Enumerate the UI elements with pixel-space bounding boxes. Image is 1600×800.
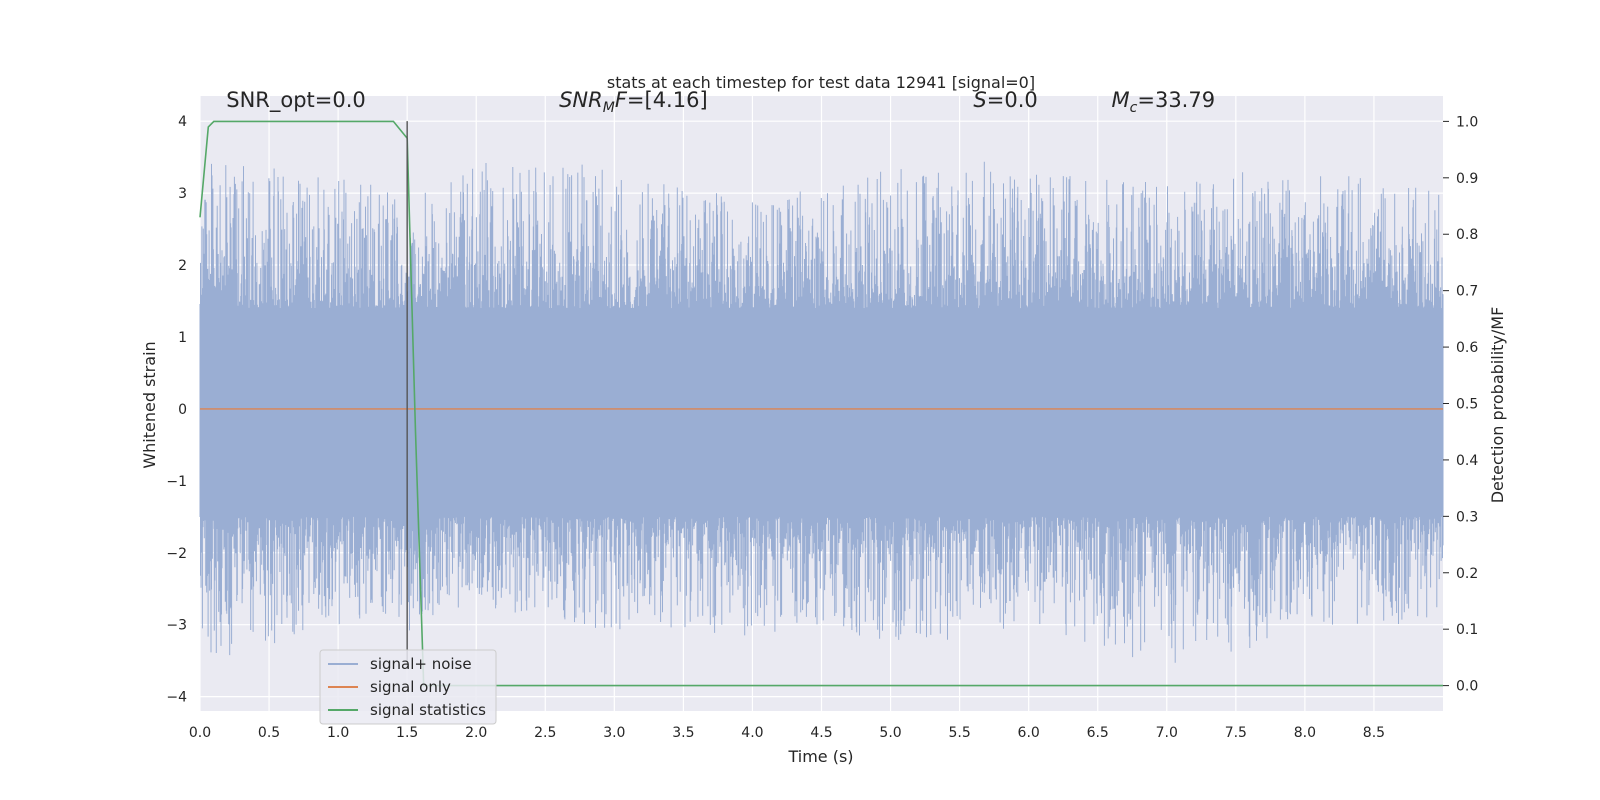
y-right-tick-label: 0.2 — [1456, 566, 1478, 582]
x-axis-label: Time (s) — [787, 747, 853, 766]
y-tick-label: 0 — [178, 402, 187, 418]
y-tick-label: 1 — [178, 330, 187, 346]
legend: signal+ noise signal only signal statistic… — [319, 649, 497, 725]
annotation-text: SNRMF=[4.16] — [559, 88, 708, 116]
y-right-tick-label: 0.4 — [1456, 453, 1478, 469]
y-right-tick-label: 0.5 — [1456, 397, 1478, 413]
y-right-tick-label: 0.6 — [1456, 340, 1478, 356]
x-tick-label: 3.0 — [603, 725, 625, 741]
y-axis-label: Whitened strain — [140, 341, 159, 468]
x-tick-label: 0.5 — [258, 725, 280, 741]
annotation-text: S=0.0 — [973, 88, 1037, 112]
y-right-tick-label: 0.3 — [1456, 509, 1478, 525]
y-right-tick-label: 0.1 — [1456, 622, 1478, 638]
legend-label: signal only — [370, 678, 451, 696]
x-tick-label: 8.0 — [1294, 725, 1316, 741]
x-axis-ticks: 0.0 0.5 1.0 1.5 2.0 2.5 3.0 3.5 4.0 4.5 5.0 5.5 6.0 6… — [189, 725, 1385, 741]
y-axis-ticks: −4 −3 −2 −1 0 1 2 3 4 — [166, 114, 187, 705]
y-tick-label: 4 — [178, 114, 187, 130]
x-tick-label: 6.0 — [1018, 725, 1040, 741]
x-tick-label: 1.5 — [396, 725, 418, 741]
annotations: SNR_opt=0.0 SNRMF=[4.16] S=0.0 Mc=33.79 — [226, 88, 1215, 116]
x-tick-label: 1.0 — [327, 725, 349, 741]
legend-box — [319, 649, 497, 725]
x-tick-label: 2.0 — [465, 725, 487, 741]
signal-statistics-line — [199, 120, 1443, 687]
x-tick-label: 5.5 — [948, 725, 970, 741]
y-right-tick-label: 1.0 — [1456, 114, 1478, 130]
x-tick-label: 3.5 — [672, 725, 694, 741]
y-tick-label: −3 — [166, 618, 187, 634]
y-right-tick-label: 0.0 — [1456, 679, 1478, 695]
x-tick-label: 4.0 — [741, 725, 763, 741]
x-tick-label: 8.5 — [1363, 725, 1385, 741]
chart-title: stats at each timestep for test data 129… — [607, 73, 1035, 92]
y-tick-label: −4 — [166, 690, 187, 706]
signal-noise-line — [199, 161, 1444, 663]
y-right-tick-label: 0.7 — [1456, 284, 1478, 300]
legend-label: signal+ noise — [370, 655, 472, 673]
x-tick-label: 7.0 — [1156, 725, 1178, 741]
y-tick-label: −1 — [166, 474, 187, 490]
y-tick-label: 2 — [178, 258, 187, 274]
y-tick-label: 3 — [178, 186, 187, 202]
x-tick-label: 4.5 — [810, 725, 832, 741]
y-tick-label: −2 — [166, 546, 187, 562]
annotation-text: SNR_opt=0.0 — [226, 88, 366, 113]
x-tick-label: 0.0 — [189, 725, 211, 741]
y-right-tick-label: 0.8 — [1456, 227, 1478, 243]
y-right-axis-label: Detection probability/MF — [1488, 307, 1507, 504]
x-tick-label: 5.0 — [879, 725, 901, 741]
x-tick-label: 6.5 — [1087, 725, 1109, 741]
x-tick-label: 7.5 — [1225, 725, 1247, 741]
annotation-text: Mc=33.79 — [1112, 88, 1216, 116]
x-tick-label: 2.5 — [534, 725, 556, 741]
legend-label: signal statistics — [370, 701, 486, 719]
y-right-axis-ticks: 0.0 0.1 0.2 0.3 0.4 0.5 0.6 0.7 0.8 0.9 1.0 — [1443, 114, 1478, 695]
y-right-tick-label: 0.9 — [1456, 171, 1478, 187]
